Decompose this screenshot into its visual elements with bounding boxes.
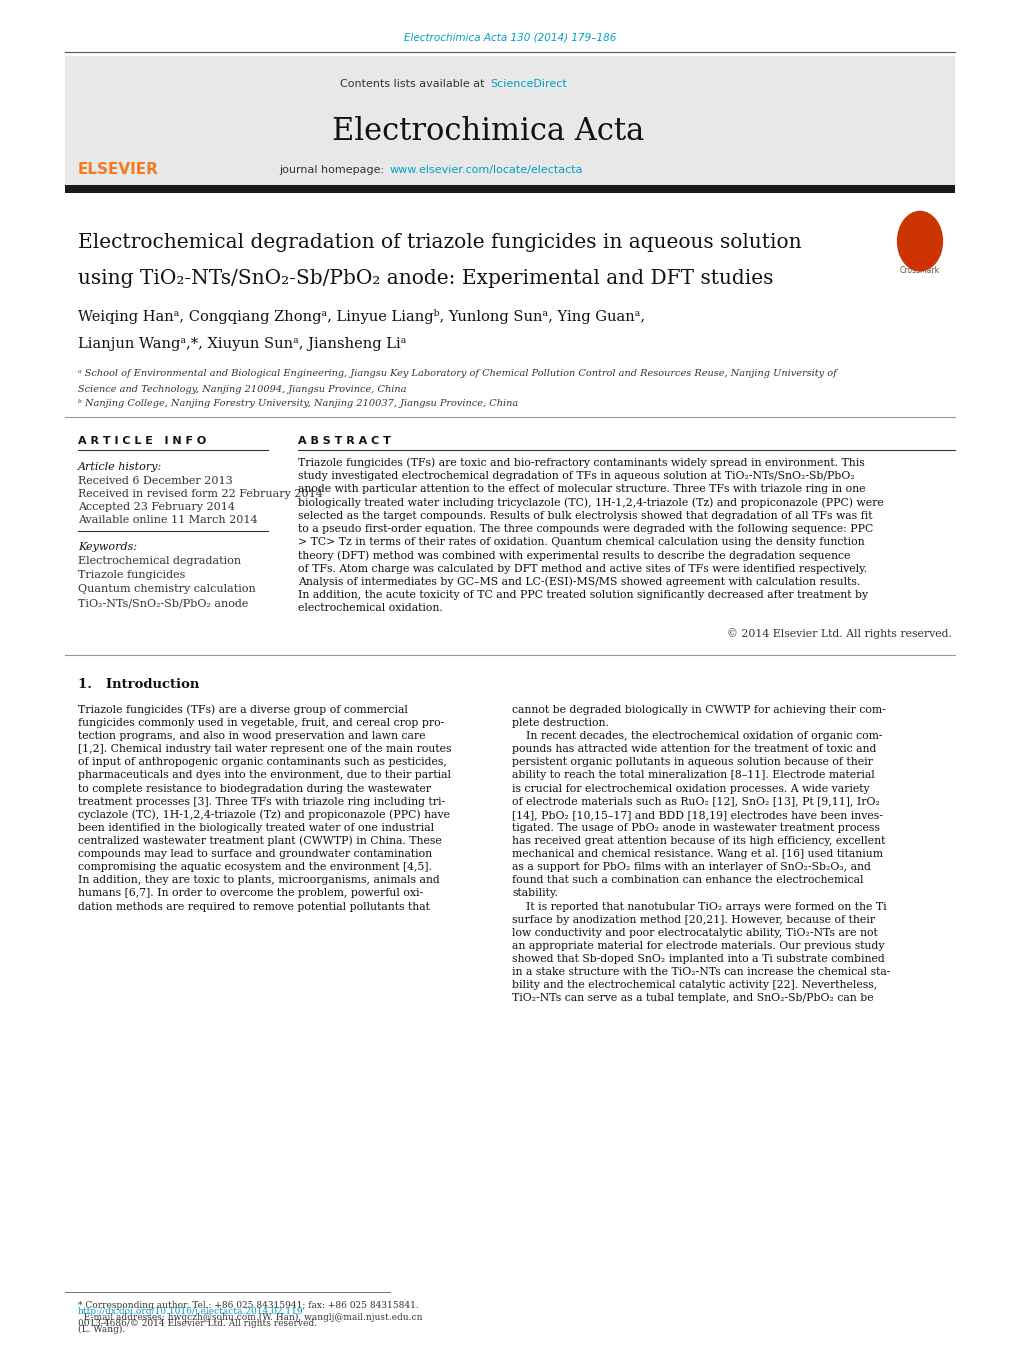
Text: Lianjun Wangᵃ,*, Xiuyun Sunᵃ, Jiansheng Liᵃ: Lianjun Wangᵃ,*, Xiuyun Sunᵃ, Jiansheng …	[77, 336, 406, 351]
Text: In recent decades, the electrochemical oxidation of organic com-: In recent decades, the electrochemical o…	[512, 731, 881, 742]
Text: Science and Technology, Nanjing 210094, Jiangsu Province, China: Science and Technology, Nanjing 210094, …	[77, 385, 407, 393]
Circle shape	[897, 212, 942, 272]
Text: dation methods are required to remove potential pollutants that: dation methods are required to remove po…	[77, 901, 429, 912]
Text: ability to reach the total mineralization [8–11]. Electrode material: ability to reach the total mineralizatio…	[512, 770, 874, 781]
Text: 0013-4686/© 2014 Elsevier Ltd. All rights reserved.: 0013-4686/© 2014 Elsevier Ltd. All right…	[77, 1319, 317, 1328]
Text: It is reported that nanotubular TiO₂ arrays were formed on the Ti: It is reported that nanotubular TiO₂ arr…	[512, 901, 886, 912]
Text: found that such a combination can enhance the electrochemical: found that such a combination can enhanc…	[512, 875, 863, 885]
Text: Electrochimica Acta 130 (2014) 179–186: Electrochimica Acta 130 (2014) 179–186	[404, 32, 615, 43]
Text: mechanical and chemical resistance. Wang et al. [16] used titanium: mechanical and chemical resistance. Wang…	[512, 848, 882, 859]
Text: journal homepage:: journal homepage:	[279, 165, 387, 176]
Text: ᵃ School of Environmental and Biological Engineering, Jiangsu Key Laboratory of : ᵃ School of Environmental and Biological…	[77, 370, 836, 378]
Text: an appropriate material for electrode materials. Our previous study: an appropriate material for electrode ma…	[512, 940, 883, 951]
Text: treatment processes [3]. Three TFs with triazole ring including tri-: treatment processes [3]. Three TFs with …	[77, 797, 444, 807]
Text: tection programs, and also in wood preservation and lawn care: tection programs, and also in wood prese…	[77, 731, 425, 742]
Text: Electrochemical degradation of triazole fungicides in aqueous solution: Electrochemical degradation of triazole …	[77, 234, 801, 253]
Text: surface by anodization method [20,21]. However, because of their: surface by anodization method [20,21]. H…	[512, 915, 874, 924]
Text: as a support for PbO₂ films with an interlayer of SnO₂-Sb₂O₃, and: as a support for PbO₂ films with an inte…	[512, 862, 870, 873]
Text: stability.: stability.	[512, 889, 557, 898]
Text: Electrochemical degradation: Electrochemical degradation	[77, 557, 240, 566]
Text: cannot be degraded biologically in CWWTP for achieving their com-: cannot be degraded biologically in CWWTP…	[512, 705, 884, 715]
Text: Triazole fungicides (TFs) are a diverse group of commercial: Triazole fungicides (TFs) are a diverse …	[77, 705, 408, 715]
Text: Received 6 December 2013: Received 6 December 2013	[77, 476, 232, 486]
Text: http://dx.doi.org/10.1016/j.electacta.2014.02.119: http://dx.doi.org/10.1016/j.electacta.20…	[77, 1306, 304, 1316]
Text: showed that Sb-doped SnO₂ implanted into a Ti substrate combined: showed that Sb-doped SnO₂ implanted into…	[512, 954, 883, 963]
Text: centralized wastewater treatment plant (CWWTP) in China. These: centralized wastewater treatment plant (…	[77, 836, 441, 846]
Text: (L. Wang).: (L. Wang).	[77, 1324, 125, 1333]
Text: using TiO₂-NTs/SnO₂-Sb/PbO₂ anode: Experimental and DFT studies: using TiO₂-NTs/SnO₂-Sb/PbO₂ anode: Exper…	[77, 269, 772, 288]
Text: * Corresponding author. Tel.: +86 025 84315941; fax: +86 025 84315841.: * Corresponding author. Tel.: +86 025 84…	[77, 1301, 419, 1309]
Text: ᵇ Nanjing College, Nanjing Forestry University, Nanjing 210037, Jiangsu Province: ᵇ Nanjing College, Nanjing Forestry Univ…	[77, 399, 518, 408]
Text: plete destruction.: plete destruction.	[512, 719, 608, 728]
Text: to a pseudo first-order equation. The three compounds were degraded with the fol: to a pseudo first-order equation. The th…	[298, 524, 872, 534]
Text: Received in revised form 22 February 2014: Received in revised form 22 February 201…	[77, 489, 323, 499]
Text: low conductivity and poor electrocatalytic ability, TiO₂-NTs are not: low conductivity and poor electrocatalyt…	[512, 928, 877, 938]
Text: ELSEVIER: ELSEVIER	[77, 162, 158, 177]
Text: Available online 11 March 2014: Available online 11 March 2014	[77, 515, 258, 526]
Text: Quantum chemistry calculation: Quantum chemistry calculation	[77, 584, 256, 594]
Text: CrossMark: CrossMark	[899, 266, 940, 276]
Text: of electrode materials such as RuO₂ [12], SnO₂ [13], Pt [9,11], IrO₂: of electrode materials such as RuO₂ [12]…	[512, 797, 879, 807]
Text: compounds may lead to surface and groundwater contamination: compounds may lead to surface and ground…	[77, 848, 432, 859]
Text: bility and the electrochemical catalytic activity [22]. Nevertheless,: bility and the electrochemical catalytic…	[512, 979, 876, 990]
Text: Triazole fungicides (TFs) are toxic and bio-refractory contaminants widely sprea: Triazole fungicides (TFs) are toxic and …	[298, 458, 864, 469]
Bar	[65, 185, 954, 193]
Text: A B S T R A C T: A B S T R A C T	[298, 436, 390, 446]
Text: study investigated electrochemical degradation of TFs in aqueous solution at TiO: study investigated electrochemical degra…	[298, 471, 854, 481]
Text: [1,2]. Chemical industry tail water represent one of the main routes: [1,2]. Chemical industry tail water repr…	[77, 744, 451, 754]
Text: selected as the target compounds. Results of bulk electrolysis showed that degra: selected as the target compounds. Result…	[298, 511, 871, 520]
Text: Contents lists available at: Contents lists available at	[339, 78, 487, 89]
Text: Weiqing Hanᵃ, Congqiang Zhongᵃ, Linyue Liangᵇ, Yunlong Sunᵃ, Ying Guanᵃ,: Weiqing Hanᵃ, Congqiang Zhongᵃ, Linyue L…	[77, 308, 644, 323]
Text: Keywords:: Keywords:	[77, 542, 137, 553]
Text: Electrochimica Acta: Electrochimica Acta	[331, 116, 643, 147]
Text: compromising the aquatic ecosystem and the environment [4,5].: compromising the aquatic ecosystem and t…	[77, 862, 431, 873]
Text: Article history:: Article history:	[77, 462, 162, 471]
Text: pounds has attracted wide attention for the treatment of toxic and: pounds has attracted wide attention for …	[512, 744, 875, 754]
Text: Analysis of intermediates by GC–MS and LC-(ESI)-MS/MS showed agreement with calc: Analysis of intermediates by GC–MS and L…	[298, 577, 859, 588]
Text: biologically treated water including tricyclazole (TC), 1H-1,2,4-triazole (Tz) a: biologically treated water including tri…	[298, 497, 882, 508]
Text: ScienceDirect: ScienceDirect	[489, 78, 567, 89]
Text: [14], PbO₂ [10,15–17] and BDD [18,19] electrodes have been inves-: [14], PbO₂ [10,15–17] and BDD [18,19] el…	[512, 809, 882, 820]
Text: in a stake structure with the TiO₂-NTs can increase the chemical sta-: in a stake structure with the TiO₂-NTs c…	[512, 967, 890, 977]
Text: In addition, they are toxic to plants, microorganisms, animals and: In addition, they are toxic to plants, m…	[77, 875, 439, 885]
Text: TiO₂-NTs/SnO₂-Sb/PbO₂ anode: TiO₂-NTs/SnO₂-Sb/PbO₂ anode	[77, 598, 249, 608]
Text: is crucial for electrochemical oxidation processes. A wide variety: is crucial for electrochemical oxidation…	[512, 784, 869, 793]
Text: to complete resistance to biodegradation during the wastewater: to complete resistance to biodegradation…	[77, 784, 431, 793]
Text: 1.   Introduction: 1. Introduction	[77, 678, 199, 692]
Text: In addition, the acute toxicity of TC and PPC treated solution significantly dec: In addition, the acute toxicity of TC an…	[298, 590, 867, 600]
Text: cyclazole (TC), 1H-1,2,4-triazole (Tz) and propiconazole (PPC) have: cyclazole (TC), 1H-1,2,4-triazole (Tz) a…	[77, 809, 449, 820]
Text: has received great attention because of its high efficiency, excellent: has received great attention because of …	[512, 836, 884, 846]
Text: > TC> Tz in terms of their rates of oxidation. Quantum chemical calculation usin: > TC> Tz in terms of their rates of oxid…	[298, 538, 864, 547]
Text: fungicides commonly used in vegetable, fruit, and cereal crop pro-: fungicides commonly used in vegetable, f…	[77, 719, 444, 728]
Text: Triazole fungicides: Triazole fungicides	[77, 570, 185, 580]
Text: anode with particular attention to the effect of molecular structure. Three TFs : anode with particular attention to the e…	[298, 485, 865, 494]
Text: been identified in the biologically treated water of one industrial: been identified in the biologically trea…	[77, 823, 434, 834]
Text: of TFs. Atom charge was calculated by DFT method and active sites of TFs were id: of TFs. Atom charge was calculated by DF…	[298, 563, 866, 574]
Text: persistent organic pollutants in aqueous solution because of their: persistent organic pollutants in aqueous…	[512, 758, 872, 767]
Bar	[65, 55, 954, 185]
Text: theory (DFT) method was combined with experimental results to describe the degra: theory (DFT) method was combined with ex…	[298, 550, 850, 561]
Text: © 2014 Elsevier Ltd. All rights reserved.: © 2014 Elsevier Ltd. All rights reserved…	[727, 628, 951, 639]
Text: A R T I C L E   I N F O: A R T I C L E I N F O	[77, 436, 206, 446]
Text: tigated. The usage of PbO₂ anode in wastewater treatment process: tigated. The usage of PbO₂ anode in wast…	[512, 823, 879, 834]
Text: E-mail addresses: hwqczh@sohu.com (W. Han), wanglj@mail.njust.edu.cn: E-mail addresses: hwqczh@sohu.com (W. Ha…	[77, 1312, 422, 1321]
Text: pharmaceuticals and dyes into the environment, due to their partial: pharmaceuticals and dyes into the enviro…	[77, 770, 450, 781]
Text: www.elsevier.com/locate/electacta: www.elsevier.com/locate/electacta	[389, 165, 583, 176]
Text: Accepted 23 February 2014: Accepted 23 February 2014	[77, 503, 234, 512]
Text: electrochemical oxidation.: electrochemical oxidation.	[298, 603, 442, 613]
Text: TiO₂-NTs can serve as a tubal template, and SnO₂-Sb/PbO₂ can be: TiO₂-NTs can serve as a tubal template, …	[512, 993, 872, 1004]
Text: humans [6,7]. In order to overcome the problem, powerful oxi-: humans [6,7]. In order to overcome the p…	[77, 889, 423, 898]
Text: of input of anthropogenic organic contaminants such as pesticides,: of input of anthropogenic organic contam…	[77, 758, 446, 767]
